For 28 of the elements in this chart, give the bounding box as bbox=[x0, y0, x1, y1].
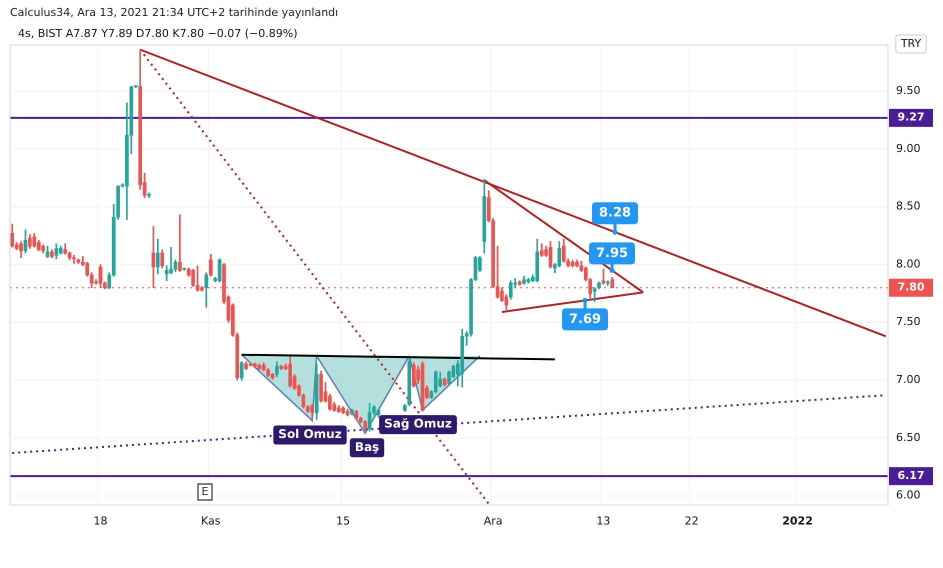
x-tick-label: 18 bbox=[93, 514, 108, 528]
ref-line-label: 6.17 bbox=[897, 468, 925, 482]
annotation: Sol Omuz bbox=[278, 427, 342, 442]
annotation: 7.95 bbox=[596, 246, 628, 261]
y-tick-label: 9.50 bbox=[896, 84, 920, 98]
chart-subtitle: 4s, BIST A7.87 Y7.89 D7.80 K7.80 −0.07 (−0.89%) bbox=[18, 27, 298, 40]
annotation: E bbox=[202, 484, 209, 498]
y-tick-label: 9.00 bbox=[896, 142, 920, 155]
x-tick-label: 15 bbox=[336, 514, 350, 528]
annotation: 7.69 bbox=[568, 312, 602, 327]
y-tick-label: 6.00 bbox=[896, 488, 920, 502]
y-tick-label: 8.00 bbox=[896, 257, 920, 270]
y-tick-label: 7.00 bbox=[896, 373, 920, 386]
x-tick-label: 22 bbox=[684, 514, 699, 528]
annotation: 8.28 bbox=[598, 206, 632, 221]
chart-title: Calculus34, Ara 13, 2021 21:34 UTC+2 tarihinde yayınlandı bbox=[10, 6, 338, 19]
text: TRY bbox=[900, 36, 922, 50]
annotation: Baş bbox=[354, 440, 380, 454]
x-tick-label: Ara bbox=[484, 514, 503, 528]
ref-line-label: 7.80 bbox=[897, 280, 925, 294]
x-tick-label: 2022 bbox=[782, 514, 813, 528]
y-tick-label: 7.50 bbox=[896, 315, 920, 328]
y-tick-label: 8.50 bbox=[896, 200, 920, 213]
y-tick-label: 6.50 bbox=[896, 430, 920, 444]
x-tick-label: Kas bbox=[201, 514, 221, 528]
x-tick-label: 13 bbox=[596, 514, 610, 528]
ref-line-label: 9.27 bbox=[897, 110, 925, 124]
annotation: Sağ Omuz bbox=[384, 416, 452, 431]
